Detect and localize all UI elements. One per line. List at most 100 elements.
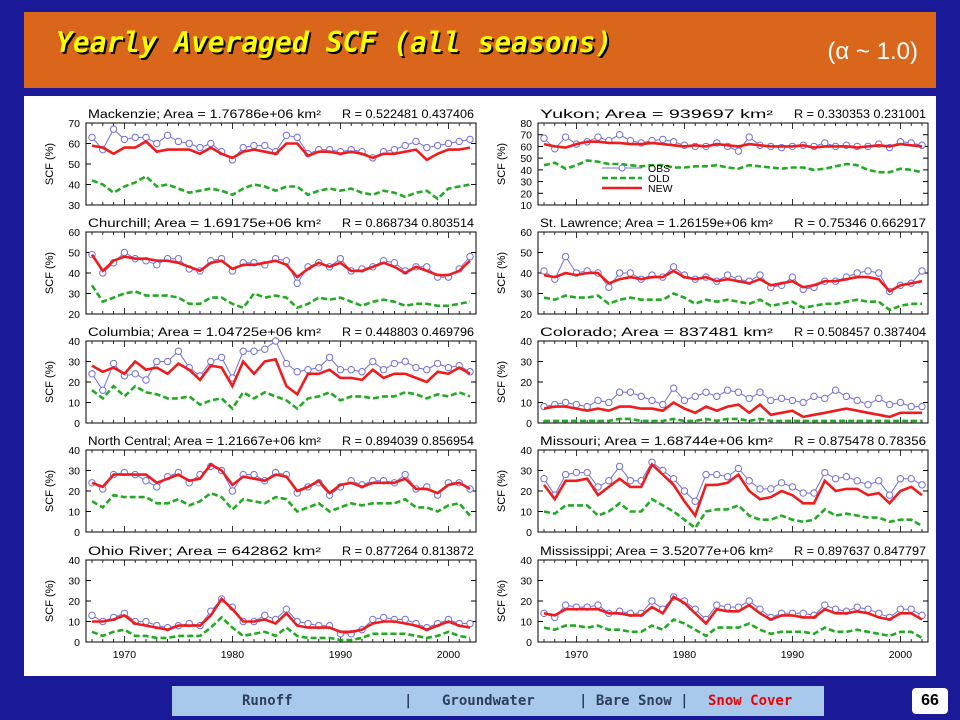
y-tick-label: 30	[520, 357, 532, 369]
obs-point	[713, 601, 721, 609]
obs-point	[88, 133, 96, 142]
obs-point	[153, 261, 161, 269]
obs-point	[669, 384, 678, 392]
y-tick-label: 20	[520, 486, 532, 498]
plot-frame	[85, 559, 477, 643]
obs-point	[369, 615, 377, 624]
obs-point	[875, 269, 883, 277]
y-tick-label: 20	[68, 377, 80, 389]
obs-point	[615, 131, 624, 139]
y-tick-label: 40	[68, 336, 80, 348]
obs-point	[875, 477, 883, 485]
panel-title: North Central; Area = 1.21667e+06 km²	[88, 436, 321, 448]
y-tick-label: 30	[68, 289, 80, 301]
y-tick-label: 10	[520, 617, 532, 629]
obs-point	[239, 143, 247, 152]
obs-point	[615, 388, 624, 396]
obs-point	[250, 347, 258, 355]
obs-point	[885, 491, 894, 499]
x-tick-label: 1990	[781, 649, 805, 661]
obs-point	[583, 468, 591, 477]
obs-point	[444, 139, 453, 148]
nav-item-runoff[interactable]: Runoff	[242, 693, 293, 709]
obs-point	[680, 396, 689, 405]
obs-point	[680, 487, 689, 495]
plot-frame	[537, 559, 929, 643]
obs-point	[336, 254, 345, 263]
obs-point	[271, 337, 280, 345]
obs-point	[799, 609, 807, 617]
nav-item-snow-cover[interactable]: Snow Cover	[708, 693, 793, 709]
y-tick-label: 50	[520, 248, 532, 260]
nav-item-groundwater[interactable]: Groundwater	[442, 693, 535, 709]
obs-point	[853, 396, 861, 405]
obs-point	[691, 392, 699, 401]
obs-point	[466, 252, 474, 261]
legend-obs: OBS	[648, 163, 670, 175]
legend-marker-obs	[618, 164, 626, 172]
y-tick-label: 40	[520, 445, 532, 457]
obs-point	[842, 472, 851, 481]
obs-point	[745, 597, 753, 605]
obs-point	[864, 605, 872, 613]
obs-point	[853, 603, 861, 611]
obs-point	[174, 347, 183, 355]
series-obs-line	[91, 598, 470, 635]
series-old-line	[543, 159, 923, 174]
obs-point	[853, 269, 861, 277]
obs-point	[788, 396, 797, 405]
obs-point	[626, 477, 635, 485]
obs-point	[831, 386, 840, 394]
obs-point	[745, 477, 753, 485]
series-old-line	[543, 497, 923, 530]
obs-point	[896, 605, 905, 613]
obs-point	[423, 366, 431, 374]
obs-point	[315, 363, 323, 372]
panel-title: Mackenzie; Area = 1.76786e+06 km²	[88, 109, 321, 121]
obs-point	[734, 464, 743, 473]
series-new-line	[91, 357, 471, 397]
obs-point	[723, 386, 732, 394]
obs-point	[293, 368, 301, 376]
obs-point	[325, 353, 334, 362]
obs-point	[864, 481, 872, 489]
series-new-line	[543, 140, 923, 149]
y-tick-label: 50	[68, 248, 80, 260]
y-tick-label: 20	[68, 596, 80, 608]
obs-point	[734, 388, 743, 396]
obs-point	[756, 485, 764, 493]
obs-point	[88, 370, 96, 378]
obs-point	[669, 263, 678, 271]
obs-point	[626, 269, 635, 277]
series-new-line	[542, 462, 923, 519]
y-tick-label: 10	[68, 507, 80, 519]
obs-point	[745, 394, 753, 403]
panel-title: Mississippi; Area = 3.52077e+06 km²	[540, 546, 773, 558]
panel-correlation: R = 0.894039 0.856954	[342, 436, 475, 448]
y-tick-label: 30	[68, 357, 80, 369]
obs-point	[767, 485, 775, 493]
obs-point	[648, 597, 656, 605]
obs-point	[864, 267, 872, 275]
nav-item-bare-snow[interactable]: | Bare Snow |	[579, 693, 689, 709]
y-axis-label: SCF (%)	[496, 143, 508, 185]
y-tick-label: 0	[74, 637, 80, 649]
panel-correlation: R = 0.330353 0.231001	[794, 109, 926, 121]
y-tick-label: 40	[68, 445, 80, 457]
obs-point	[433, 359, 442, 368]
slide-subtitle: (α ~ 1.0)	[827, 38, 918, 65]
y-tick-label: 20	[520, 596, 532, 608]
obs-point	[540, 134, 548, 142]
obs-point	[918, 481, 926, 489]
obs-point	[379, 613, 388, 622]
plot-frame	[537, 340, 929, 424]
y-tick-label: 20	[520, 309, 532, 321]
panel-correlation: R = 0.897637 0.847797	[794, 546, 926, 558]
obs-point	[659, 400, 667, 409]
panel-correlation: R = 0.508457 0.387404	[794, 327, 927, 339]
obs-point	[583, 402, 591, 411]
obs-point	[444, 363, 453, 372]
section-nav: Runoff | Groundwater | Bare Snow | Snow …	[172, 686, 824, 716]
obs-point	[261, 611, 269, 620]
obs-point	[142, 133, 150, 142]
